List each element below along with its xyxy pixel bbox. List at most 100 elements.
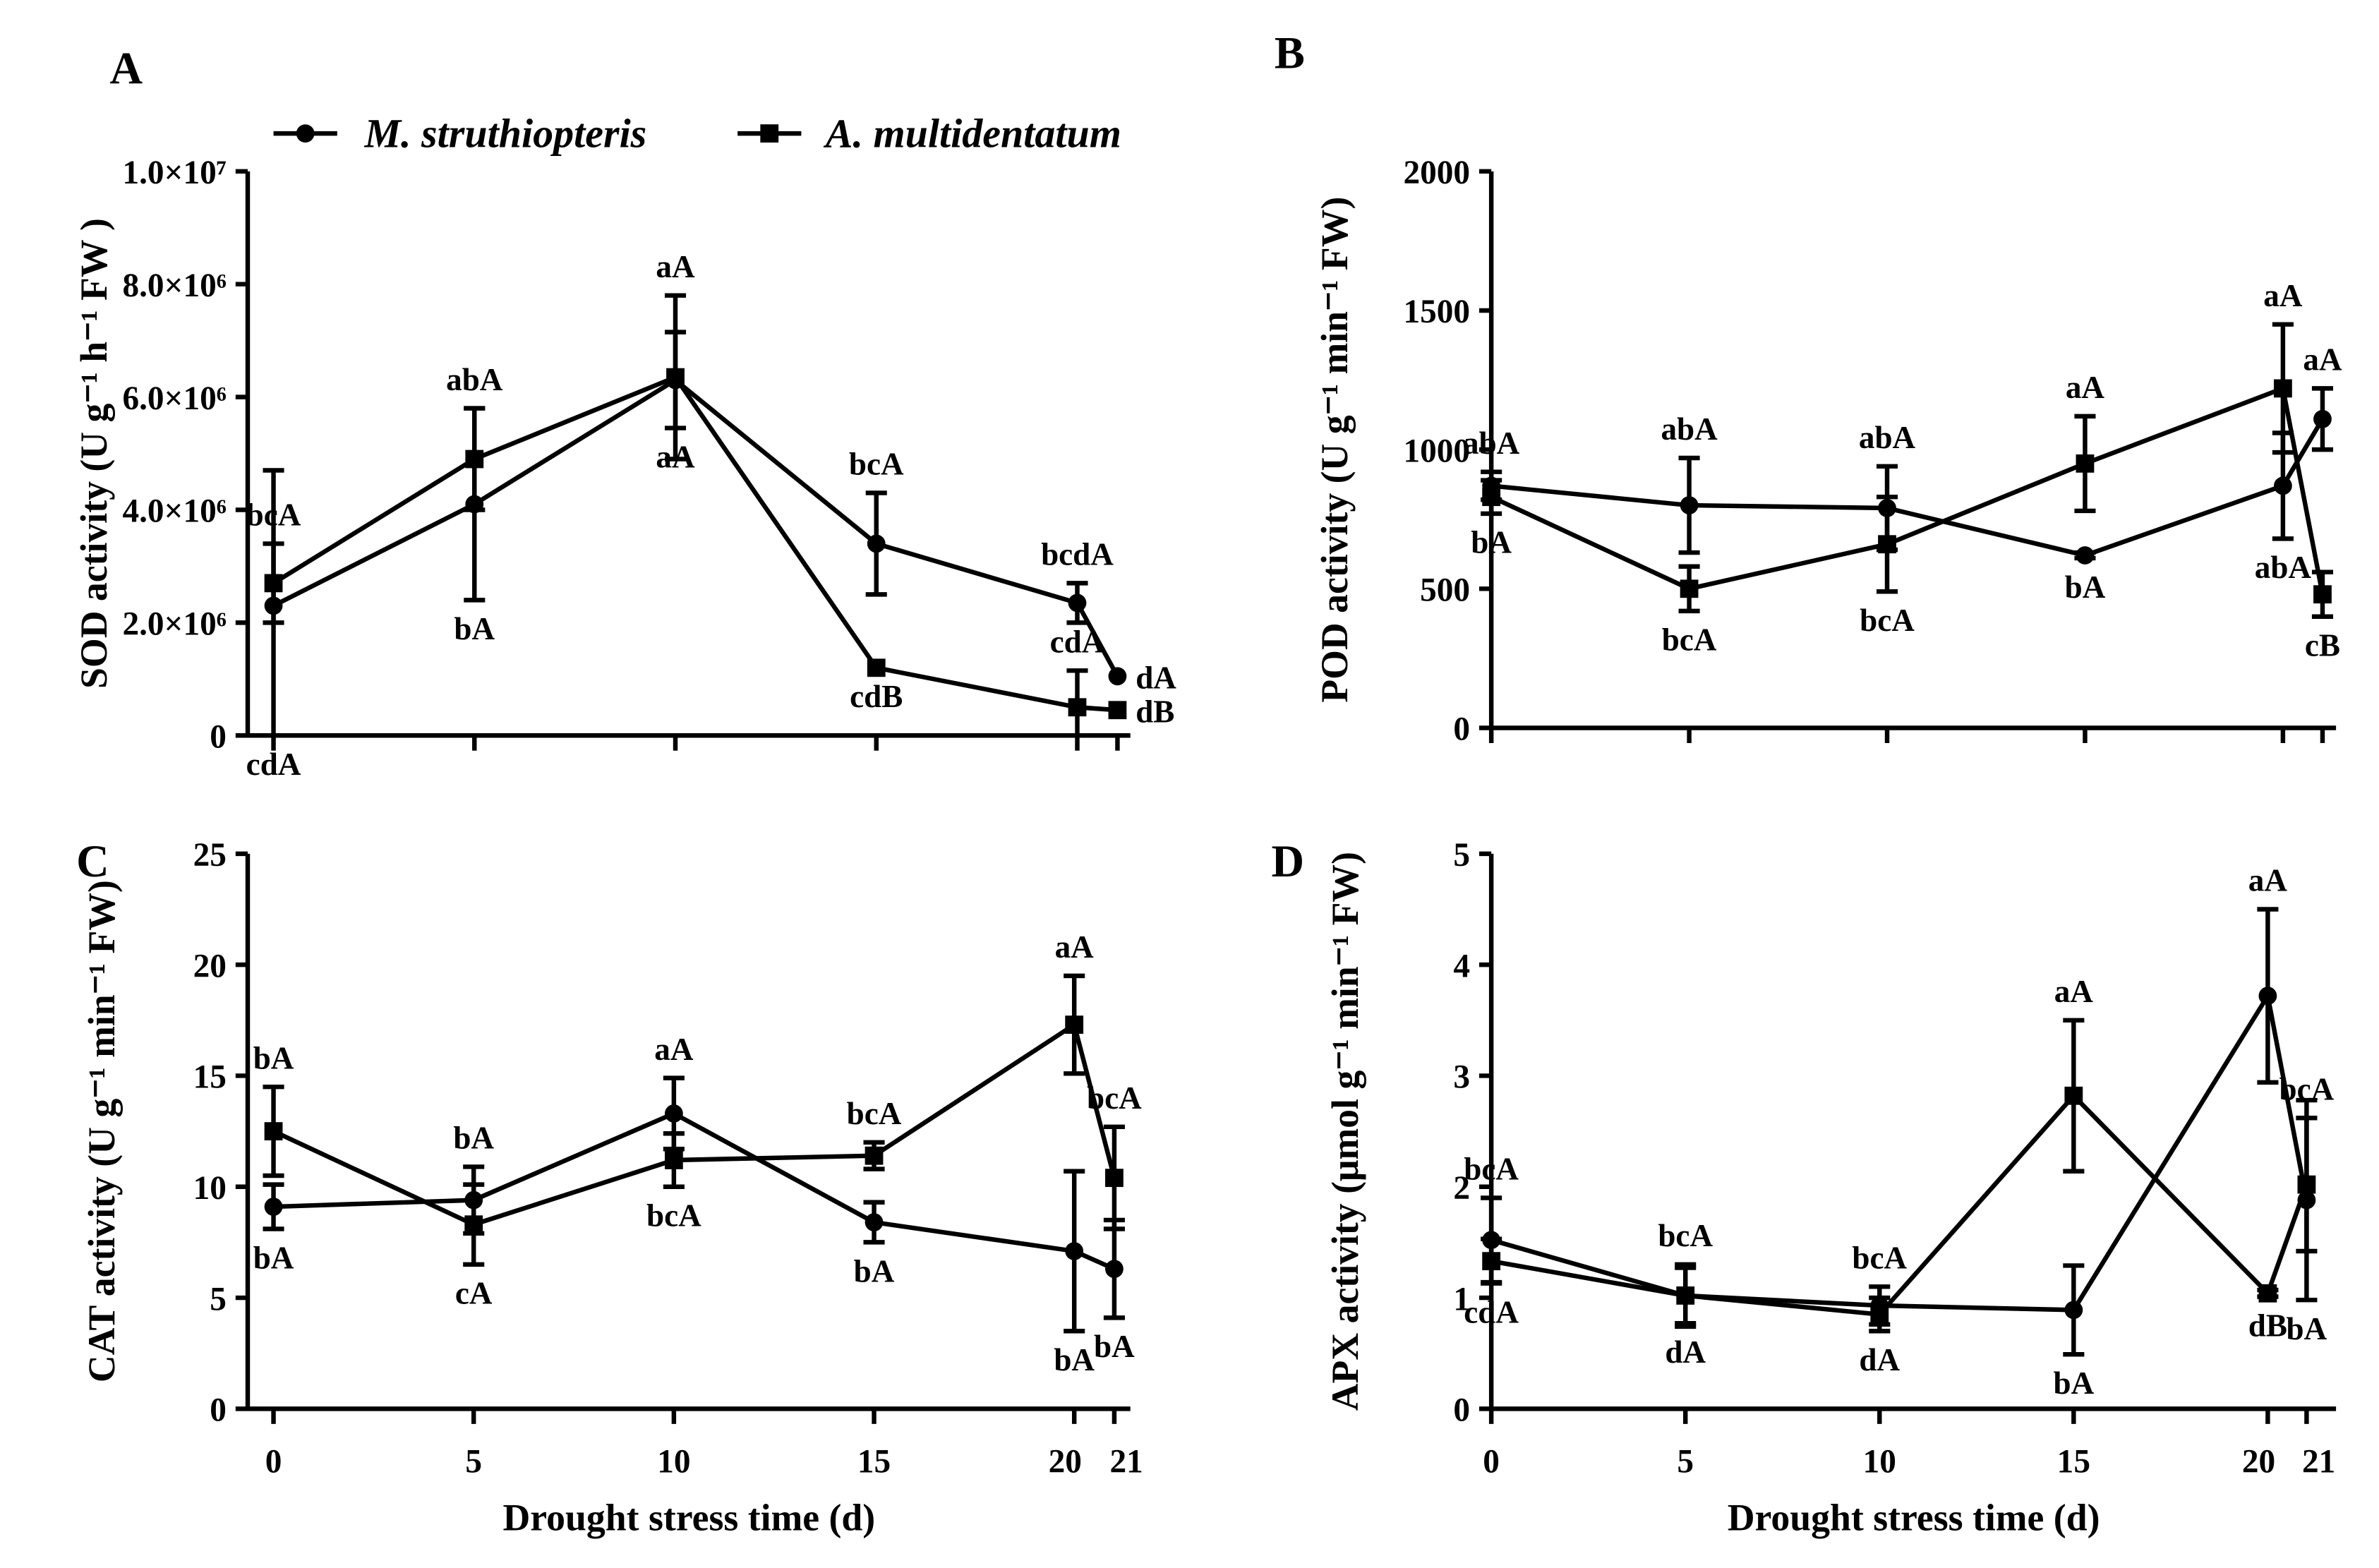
significance-label: dA [1136, 660, 1176, 695]
panel-b: B 0 500 1000 1500 2000 POD activity (U g⁻¹ min… [1275, 28, 2342, 748]
data-point-circle [2273, 476, 2292, 495]
data-point-square [865, 1146, 884, 1165]
y-tick-label: 3 [1453, 1059, 1470, 1096]
x-tick-label: 5 [465, 1444, 482, 1480]
series-square: bcA abA aA cdB cdA dB [246, 249, 1174, 738]
significance-label: bcA [2279, 1071, 2335, 1106]
significance-label: dA [1665, 1334, 1706, 1370]
x-axis-title: Drought stress time (d) [1728, 1496, 2100, 1538]
significance-label: bcA [849, 447, 904, 482]
significance-label: cdA [1464, 1294, 1519, 1329]
y-tick-label: 0 [210, 1392, 227, 1429]
significance-label: abA [1661, 411, 1718, 447]
x-tick-label: 15 [857, 1444, 891, 1480]
data-point-square [1105, 1169, 1124, 1188]
y-tick-label: 2.0×10⁶ [122, 606, 226, 643]
data-point-square [1065, 1015, 1084, 1034]
y-tick-label: 10 [193, 1170, 227, 1207]
y-tick-label: 15 [193, 1059, 227, 1096]
legend: M. struthiopteris A. multidentatum [273, 110, 1121, 156]
data-point-circle [2258, 987, 2277, 1006]
data-point-circle [1108, 667, 1127, 686]
data-point-square [2273, 379, 2292, 398]
y-axis-title: CAT activity (U g⁻¹ min⁻¹ FW) [80, 880, 123, 1382]
x-tick-label: 0 [265, 1444, 282, 1480]
y-tick-label: 0 [210, 718, 227, 755]
panel-d: D 0 1 2 3 4 5 0 5 10 15 20 21 APX activity (μmol g⁻¹ … [1272, 836, 2337, 1538]
data-point-square [1870, 1305, 1889, 1324]
significance-label: dA [1859, 1342, 1900, 1377]
significance-label: bA [1471, 525, 1512, 560]
significance-label: bA [454, 611, 495, 646]
data-point-circle [867, 534, 886, 553]
series-line [1490, 385, 2325, 595]
significance-label: bcA [1860, 603, 1915, 638]
y-tick-label: 4.0×10⁶ [122, 493, 226, 530]
significance-label: dB [2248, 1308, 2287, 1343]
x-tick-label: 20 [2242, 1444, 2275, 1480]
y-tick-label: 2 [1453, 1170, 1470, 1207]
data-point-square [464, 1215, 483, 1234]
significance-label: cA [455, 1276, 493, 1311]
y-axis-title: POD activity (U g⁻¹ min⁻¹ FW) [1313, 197, 1356, 703]
series-square: bA cA bcA bcA aA bcA [253, 929, 1142, 1311]
significance-label: aA [2303, 342, 2342, 378]
y-tick-label: 0 [1453, 711, 1470, 748]
panel-letter: B [1275, 28, 1305, 78]
significance-label: bcdA [1041, 537, 1114, 572]
significance-label: bcA [246, 497, 301, 533]
data-point-square [264, 574, 283, 593]
data-point-square [2064, 1086, 2083, 1105]
x-tick-label: 20 [1049, 1444, 1082, 1480]
y-tick-label: 1 [1453, 1281, 1470, 1317]
data-point-square [1482, 1252, 1501, 1271]
series-line [1490, 418, 2325, 558]
x-tick-label: 5 [1677, 1444, 1694, 1480]
panel-c: C 0 5 10 15 20 25 0 5 10 15 20 21 CAT activity (U g⁻¹… [76, 836, 1143, 1538]
significance-label: bA [854, 1253, 895, 1289]
y-tick-label: 1.0×10⁷ [122, 155, 226, 191]
data-point-square [1068, 698, 1087, 717]
data-point-square [264, 1122, 283, 1140]
data-point-square [465, 450, 484, 469]
significance-label: abA [1463, 426, 1520, 461]
significance-label: bA [2287, 1311, 2327, 1346]
significance-label: bcA [1662, 622, 1717, 658]
data-point-circle [865, 1213, 884, 1231]
series-line [1490, 1092, 2309, 1317]
y-tick-label: 1000 [1404, 433, 1471, 469]
significance-label: bA [2053, 1365, 2094, 1401]
data-point-circle [1680, 496, 1699, 514]
data-point-circle [664, 1104, 683, 1123]
x-axis-title: Drought stress time (d) [502, 1496, 875, 1538]
y-tick-label: 5 [1453, 837, 1470, 874]
data-point-square [2076, 454, 2095, 473]
significance-label: cdB [850, 679, 903, 714]
data-point-circle [1065, 1242, 1084, 1260]
significance-label: bcA [1464, 1152, 1519, 1187]
y-tick-label: 25 [193, 837, 227, 874]
y-axis-title: SOD activity (U g⁻¹ h⁻¹ FW ) [73, 218, 115, 689]
data-point-square [867, 658, 886, 677]
y-axis-title: APX activity (μmol g⁻¹ min⁻¹ FW) [1324, 852, 1366, 1411]
series-line [1490, 989, 2309, 1313]
panel-letter: A [109, 43, 143, 93]
legend-label-series-a: M. struthiopteris [363, 110, 646, 156]
series-line [272, 1020, 1117, 1227]
panel-letter: C [76, 836, 109, 886]
y-tick-label: 0 [1453, 1392, 1470, 1429]
significance-label: aA [2248, 863, 2288, 898]
data-point-square [1680, 579, 1699, 598]
data-point-square [2313, 585, 2332, 604]
data-point-circle [2313, 409, 2332, 428]
legend-marker-circle [296, 124, 315, 143]
significance-label: bcA [1658, 1218, 1713, 1253]
data-point-square [1482, 488, 1501, 507]
x-tick-label: 10 [1863, 1444, 1896, 1480]
x-tick-label: 0 [1483, 1444, 1500, 1480]
data-point-circle [1068, 593, 1087, 613]
significance-label: abA [2255, 550, 2312, 585]
y-tick-label: 500 [1420, 572, 1470, 609]
